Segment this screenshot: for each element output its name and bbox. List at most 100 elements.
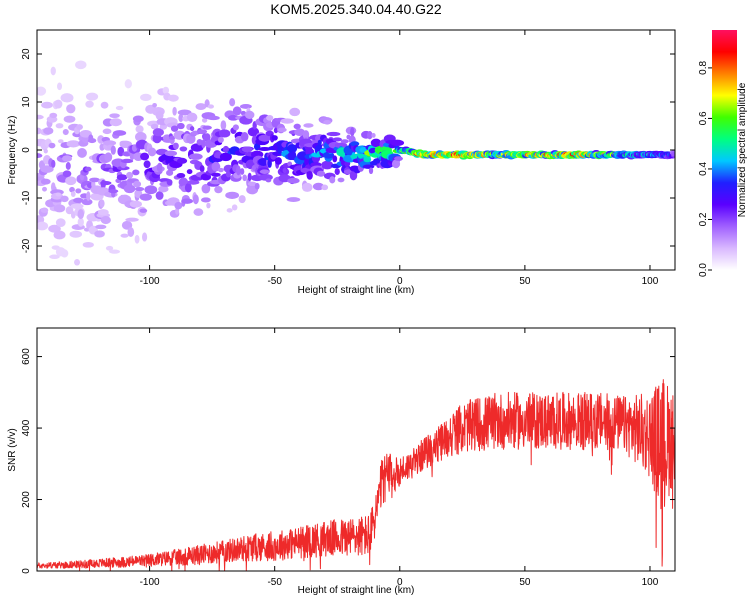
- spectrogram-cell: [53, 204, 66, 213]
- spectrogram-cell: [89, 177, 100, 183]
- spectrogram-cell: [76, 124, 83, 130]
- spectrogram-cell: [65, 162, 71, 170]
- snr-x-tick-label: 100: [642, 577, 659, 588]
- spectrogram-cell: [177, 109, 192, 116]
- colorbar-tick-label: 0.0: [698, 263, 709, 277]
- spectrogram-cell: [144, 185, 158, 195]
- spectrogram-cell: [231, 204, 238, 211]
- spectrogram-cell: [316, 170, 326, 177]
- snr-x-ticks: -100 -50 0 50 100: [140, 328, 659, 588]
- spectrogram-cell: [671, 151, 675, 157]
- spectrogram-y-label: Frequency (Hz): [7, 116, 18, 185]
- spectrogram-cell: [43, 127, 54, 135]
- spectrogram-cell: [152, 128, 164, 137]
- spectrogram-cell: [55, 218, 66, 227]
- spectrogram-y-tick-label: -20: [21, 238, 32, 253]
- spectrogram-cell: [156, 162, 163, 173]
- snr-x-tick-label: 50: [519, 577, 531, 588]
- spectrogram-cell: [62, 170, 72, 178]
- spectrogram-cell: [247, 127, 260, 137]
- spectrogram-cell: [190, 143, 204, 152]
- spectrogram-cell: [201, 117, 208, 123]
- spectrogram-cell: [109, 113, 120, 119]
- spectrogram-cell: [258, 134, 271, 142]
- snr-y-tick-label: 0: [21, 568, 32, 574]
- spectrogram-cell: [133, 180, 142, 188]
- snr-x-tick-label: -50: [267, 577, 282, 588]
- spectrogram-cell: [54, 99, 63, 109]
- spectrogram-cell: [166, 169, 174, 176]
- spectrogram-cell: [206, 115, 220, 121]
- spectrogram-cell: [48, 142, 56, 149]
- spectrogram-cell: [99, 143, 105, 151]
- spectrogram-cell: [265, 178, 272, 183]
- spectrogram-cell: [168, 135, 176, 140]
- spectrogram-cell: [62, 155, 73, 162]
- spectrogram-cell: [40, 178, 51, 185]
- spectrogram-cell: [196, 138, 203, 146]
- spectrogram-cell: [340, 139, 349, 144]
- spectrogram-cell: [65, 176, 77, 186]
- spectrogram-cell: [306, 170, 313, 180]
- spectrogram-cell: [350, 127, 355, 137]
- snr-panel: -100 -50 0 50 100 0 200 400 600 Height of strai…: [7, 327, 676, 596]
- spectrogram-cell: [238, 195, 246, 204]
- spectrogram-cell: [116, 174, 128, 181]
- spectrogram-cell: [179, 146, 188, 152]
- colorbar-tick-label: 0.4: [698, 162, 709, 176]
- spectrogram-cell: [287, 177, 300, 184]
- spectrogram-cell: [115, 105, 124, 111]
- spectrogram-cell: [155, 111, 164, 120]
- spectrogram-cell: [329, 176, 336, 184]
- spectrogram-cell: [254, 182, 260, 190]
- snr-series-line: [37, 379, 675, 571]
- spectrogram-cell: [72, 131, 82, 138]
- spectrogram-cell: [73, 197, 84, 204]
- colorbar-gradient: [712, 30, 737, 270]
- spectrogram-cell: [74, 259, 81, 266]
- spectrogram-cell: [242, 174, 247, 182]
- spectrogram-cell: [162, 86, 170, 95]
- spectrogram-cell: [394, 156, 403, 162]
- spectrogram-cell: [104, 152, 113, 162]
- spectrogram-cell: [167, 94, 179, 102]
- snr-x-tick-label: -100: [140, 577, 160, 588]
- spectrogram-cell: [177, 122, 185, 130]
- spectrogram-cell: [139, 193, 152, 201]
- spectrogram-cell: [206, 202, 211, 209]
- spectrogram-cell: [40, 165, 54, 173]
- spectrogram-cell: [247, 181, 257, 186]
- spectrogram-cell: [332, 137, 342, 142]
- spectrogram-cell: [62, 128, 69, 136]
- spectrogram-cell: [326, 131, 341, 137]
- spectrogram-cell: [105, 245, 114, 251]
- spectrogram-cell: [49, 112, 58, 119]
- spectrogram-cell: [55, 192, 62, 197]
- spectrogram-cell: [66, 104, 76, 114]
- colorbar-label: Normalized spectral amplitude: [737, 82, 748, 217]
- spectrogram-cell: [229, 98, 236, 107]
- spectrogram-cell: [289, 107, 301, 117]
- spectrogram-cell: [134, 187, 145, 192]
- spectrogram-cells: [37, 60, 675, 266]
- spectrogram-cell: [226, 208, 233, 213]
- spectrogram-cell: [172, 142, 179, 150]
- spectrogram-cell: [49, 254, 60, 260]
- spectrogram-cell: [193, 208, 204, 216]
- spectrogram-cell: [280, 118, 294, 124]
- spectrogram-cell: [317, 139, 322, 146]
- spectrogram-cell: [302, 130, 310, 140]
- spectrogram-cell: [187, 179, 200, 185]
- spectrogram-cell: [321, 160, 334, 170]
- spectrogram-cell: [142, 232, 148, 242]
- spectrogram-cell: [271, 135, 278, 141]
- spectrogram-x-tick-label: 100: [642, 276, 659, 287]
- spectrogram-cell: [240, 131, 249, 142]
- spectrogram-cell: [195, 103, 207, 110]
- spectrogram-cell: [77, 148, 87, 158]
- spectrogram-cell: [294, 128, 306, 136]
- spectrogram-cell: [85, 100, 94, 108]
- spectrogram-cell: [219, 152, 232, 162]
- spectrogram-cell: [85, 166, 92, 172]
